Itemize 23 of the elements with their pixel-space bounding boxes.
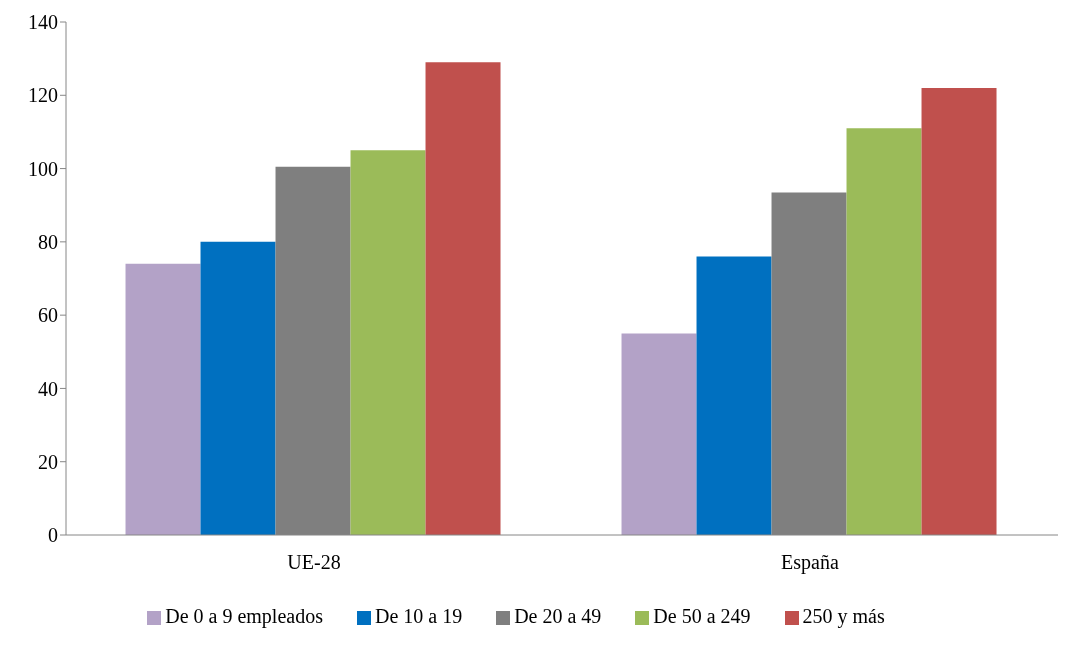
legend-label: De 0 a 9 empleados: [165, 605, 323, 627]
bar: [621, 333, 697, 535]
bar: [921, 87, 997, 535]
bar: [425, 62, 501, 535]
y-tick-label: 140: [28, 11, 58, 34]
y-tick-label: 80: [38, 230, 58, 253]
x-tick-label: España: [781, 551, 839, 575]
x-tick-label: UE-28: [287, 551, 341, 574]
legend-label: De 50 a 249: [653, 605, 751, 627]
bar: [350, 150, 426, 535]
bar: [200, 241, 276, 535]
bar: [846, 128, 922, 535]
y-tick-label: 100: [28, 157, 58, 180]
y-tick-label: 20: [38, 450, 58, 473]
y-tick-label: 0: [48, 524, 58, 547]
y-tick-label: 40: [38, 377, 58, 400]
legend-label: De 20 a 49: [514, 605, 602, 627]
legend-label: 250 y más: [802, 605, 885, 627]
bar: [696, 256, 772, 535]
bar: [125, 263, 201, 535]
legend-label: De 10 a 19: [374, 605, 463, 627]
y-tick-label: 60: [38, 304, 58, 327]
y-tick-label: 120: [28, 84, 58, 107]
